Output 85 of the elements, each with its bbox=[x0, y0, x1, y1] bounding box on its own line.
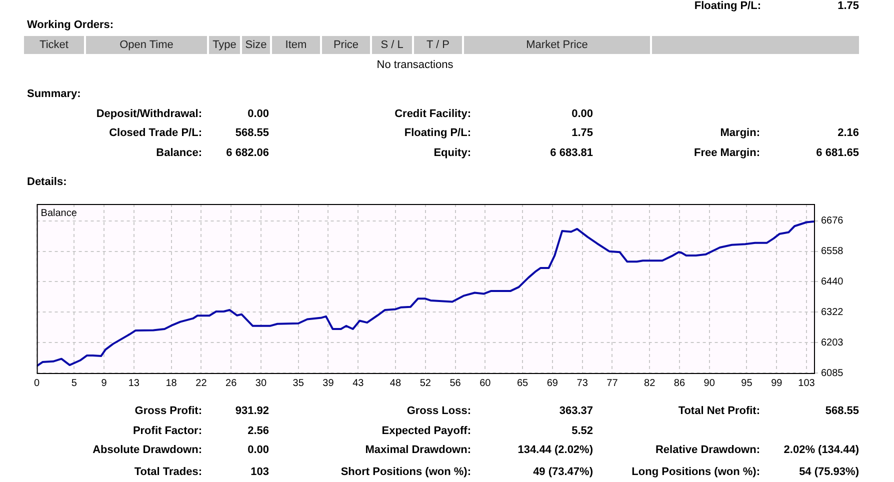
text: 6 682.06 bbox=[226, 146, 269, 160]
text: 134.44 (2.02%) bbox=[518, 443, 593, 457]
text: Gross Profit: bbox=[134, 404, 202, 418]
x-tick-label: 65 bbox=[516, 378, 529, 389]
x-tick-label: 99 bbox=[771, 378, 783, 389]
text: T / P bbox=[414, 36, 462, 54]
text: Free Margin: bbox=[694, 146, 760, 160]
text: 568.55 bbox=[235, 126, 269, 140]
x-tick-label: 77 bbox=[606, 378, 618, 389]
text: 2.16 bbox=[838, 126, 859, 140]
x-tick-label: 39 bbox=[322, 378, 334, 389]
text: Profit Factor: bbox=[132, 424, 202, 438]
text: Short Positions (won %): bbox=[340, 465, 471, 479]
x-tick-label: 73 bbox=[576, 378, 588, 389]
text: S / L bbox=[372, 36, 412, 54]
x-tick-label: 43 bbox=[352, 378, 364, 389]
text: Floating P/L: bbox=[404, 126, 471, 140]
x-tick-label: 82 bbox=[644, 378, 656, 389]
text: Absolute Drawdown: bbox=[92, 443, 202, 457]
text: Price bbox=[322, 36, 370, 54]
y-tick-label: 6322 bbox=[821, 306, 844, 318]
x-tick-label: 30 bbox=[255, 378, 267, 389]
text: 49 (73.47%) bbox=[533, 465, 593, 479]
x-tick-label: 35 bbox=[292, 378, 304, 389]
text: No transactions bbox=[376, 58, 454, 72]
y-tick-label: 6676 bbox=[821, 216, 844, 227]
text: 0.00 bbox=[248, 443, 269, 457]
x-tick-label: 26 bbox=[226, 378, 238, 389]
text: 103 bbox=[250, 465, 269, 479]
text: Summary: bbox=[27, 87, 81, 101]
x-tick-label: 90 bbox=[704, 378, 716, 389]
x-tick-label: 103 bbox=[798, 378, 816, 389]
text: Equity: bbox=[434, 146, 471, 160]
text: 5.52 bbox=[572, 424, 593, 438]
x-tick-label: 18 bbox=[166, 378, 178, 389]
text: 1.75 bbox=[572, 126, 593, 140]
text: Ticket bbox=[24, 36, 84, 54]
x-tick-label: 13 bbox=[128, 378, 140, 389]
text: Relative Drawdown: bbox=[655, 443, 760, 457]
x-tick-label: 69 bbox=[546, 378, 558, 389]
x-tick-label: 95 bbox=[741, 378, 753, 389]
text: 54 (75.93%) bbox=[799, 465, 859, 479]
text: Deposit/Withdrawal: bbox=[96, 107, 202, 121]
text: 2.56 bbox=[248, 424, 269, 438]
x-tick-label: 0 bbox=[34, 378, 40, 389]
text: 363.37 bbox=[559, 404, 593, 418]
x-tick-label: 52 bbox=[420, 378, 432, 389]
x-tick-label: 86 bbox=[674, 378, 686, 389]
text: Type bbox=[209, 36, 240, 54]
text: Open Time bbox=[86, 36, 207, 54]
y-tick-label: 6558 bbox=[821, 246, 844, 258]
text: 568.55 bbox=[825, 404, 859, 418]
y-tick-label: 6440 bbox=[821, 276, 844, 288]
x-tick-label: 22 bbox=[196, 378, 208, 389]
text: 1.75 bbox=[838, 0, 859, 13]
text: Market Price bbox=[464, 36, 650, 54]
text: Closed Trade P/L: bbox=[109, 126, 202, 140]
text: Maximal Drawdown: bbox=[365, 443, 471, 457]
text: 6 681.65 bbox=[816, 146, 859, 160]
text: Working Orders: bbox=[27, 18, 114, 32]
text: Expected Payoff: bbox=[382, 424, 471, 438]
text: 6 683.81 bbox=[550, 146, 593, 160]
text: Size bbox=[242, 36, 270, 54]
text: 0.00 bbox=[248, 107, 269, 121]
text: Total Net Profit: bbox=[678, 404, 760, 418]
text: Total Trades: bbox=[134, 465, 202, 479]
x-tick-label: 5 bbox=[71, 378, 78, 389]
x-tick-label: 48 bbox=[390, 378, 402, 389]
chart-title: Balance bbox=[40, 208, 78, 219]
text: 2.02% (134.44) bbox=[784, 443, 859, 457]
y-tick-label: 6203 bbox=[821, 337, 844, 348]
text: Long Positions (won %): bbox=[632, 465, 760, 479]
text: Credit Facility: bbox=[394, 107, 471, 121]
text: 0.00 bbox=[572, 107, 593, 121]
x-tick-label: 60 bbox=[480, 378, 492, 389]
text: Item bbox=[272, 36, 320, 54]
text: Details: bbox=[27, 175, 67, 189]
text: Gross Loss: bbox=[406, 404, 471, 418]
y-tick-label: 6085 bbox=[821, 368, 844, 379]
x-tick-label: 56 bbox=[450, 378, 462, 389]
text: Margin: bbox=[720, 126, 760, 140]
x-tick-label: 9 bbox=[101, 378, 108, 389]
text: Floating P/L: bbox=[694, 0, 761, 13]
text: 931.92 bbox=[235, 404, 269, 418]
text: Balance: bbox=[156, 146, 202, 160]
